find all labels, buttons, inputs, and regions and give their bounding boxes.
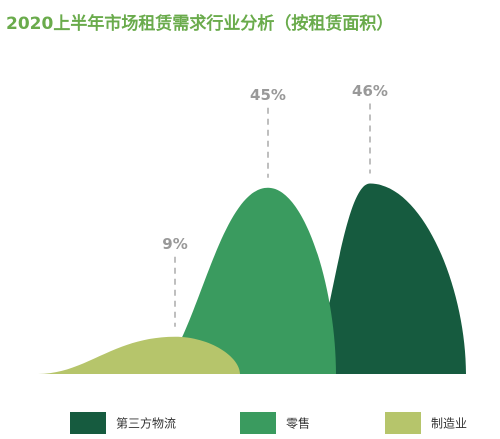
legend-swatch xyxy=(240,412,276,434)
legend-swatch xyxy=(385,412,421,434)
value-label: 46% xyxy=(352,82,388,100)
legend-swatch xyxy=(70,412,106,434)
legend-label: 第三方物流 xyxy=(116,416,176,431)
mountain xyxy=(38,336,240,374)
value-label: 45% xyxy=(250,86,286,104)
chart-title: 2020上半年市场租赁需求行业分析（按租赁面积） xyxy=(6,13,393,34)
legend-label: 制造业 xyxy=(431,417,467,431)
mountain xyxy=(150,187,336,374)
legend-label: 零售 xyxy=(286,416,310,431)
mountain xyxy=(304,183,466,374)
value-label: 9% xyxy=(162,235,187,253)
